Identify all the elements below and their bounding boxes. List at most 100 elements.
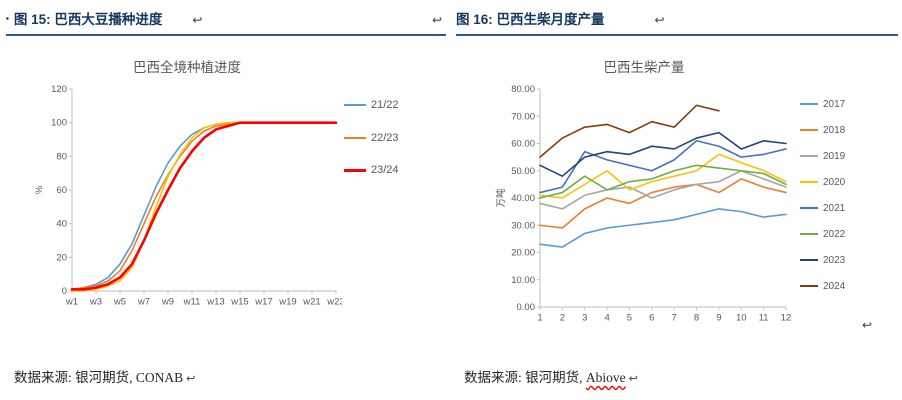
figure-15-header: ▪ 图 15: 巴西大豆播种进度 ↩ ↩ xyxy=(6,8,446,36)
x-tick-label: 3 xyxy=(582,313,587,324)
legend-item-23/24: 23/24 xyxy=(344,164,399,177)
return-mark-icon: ↩ xyxy=(654,13,665,27)
legend-line-swatch xyxy=(800,259,818,261)
legend-label: 2020 xyxy=(823,176,846,188)
y-tick-label: 20.00 xyxy=(511,248,535,259)
abiove-word: Abiove xyxy=(585,370,626,385)
y-tick-label: 30.00 xyxy=(511,220,535,231)
y-tick-label: 120 xyxy=(51,84,67,95)
x-tick-label: w21 xyxy=(302,297,320,308)
legend-label: 2018 xyxy=(823,124,846,136)
y-tick-label: 60 xyxy=(56,185,67,196)
planting-chart-box: 巴西全境种植进度 0 20 40 60 80 100 120 w1 w3 w5 w7 w9 w11 w13… xyxy=(32,56,399,321)
legend-label: 23/24 xyxy=(371,164,399,177)
return-mark-icon: ↩ xyxy=(192,13,203,27)
legend-label: 2022 xyxy=(823,228,846,240)
figure-15-panel: ▪ 图 15: 巴西大豆播种进度 ↩ ↩ 巴西全境种植进度 0 20 40 60 80 1… xyxy=(6,8,446,396)
legend-item-2017: 2017 xyxy=(800,99,845,110)
series-line-21/22 xyxy=(71,121,337,291)
x-tick-label: w7 xyxy=(137,297,150,308)
series-line-2023 xyxy=(539,131,787,177)
x-tick-label: w15 xyxy=(230,297,248,308)
y-tick-label: 50.00 xyxy=(511,166,535,177)
legend-label: 2024 xyxy=(823,280,846,292)
x-tick-label: w9 xyxy=(161,297,174,308)
legend-line-swatch xyxy=(344,104,366,107)
y-tick-label: 80 xyxy=(56,151,67,162)
legend-line-swatch xyxy=(800,233,818,235)
bullet-square-icon: ▪ xyxy=(6,13,9,23)
y-tick-label: 10.00 xyxy=(511,275,535,286)
y-tick-label: 40.00 xyxy=(511,193,535,204)
series-line-unlabeled xyxy=(71,121,337,292)
series-line-2021 xyxy=(539,139,787,194)
y-tick-label: 20 xyxy=(56,252,67,263)
return-mark-icon: ↩ xyxy=(431,13,442,27)
x-tick-label: w13 xyxy=(206,297,224,308)
legend-label: 22/23 xyxy=(371,131,399,144)
x-tick-label: w19 xyxy=(278,297,296,308)
data-source-right: 数据来源: 银河期货, Abiove ↩ xyxy=(464,366,638,386)
data-source-left: 数据来源: 银河期货, CONAB ↩ xyxy=(14,366,195,386)
return-mark-icon: ↩ xyxy=(186,373,196,385)
planting-chart-title: 巴西全境种植进度 xyxy=(133,60,241,75)
x-tick-label: 2 xyxy=(560,313,565,324)
series-line-2019 xyxy=(539,169,787,210)
biodiesel-chart-legend: 2017 2018 2019 2020 2021 2022 2023 2024 xyxy=(800,81,845,299)
x-tick-label: 1 xyxy=(537,313,542,324)
planting-progress-chart: 0 20 40 60 80 100 120 w1 w3 w5 w7 w9 w11 w13 w15 w17 w19… xyxy=(34,84,342,308)
x-tick-label: w5 xyxy=(113,297,126,308)
x-tick-label: 4 xyxy=(604,313,609,324)
return-mark-icon: ↩ xyxy=(628,373,638,385)
x-tick-label: w3 xyxy=(89,297,102,308)
legend-line-swatch xyxy=(800,285,818,287)
x-tick-label: w23 xyxy=(326,297,342,308)
y-axis-title: % xyxy=(34,185,45,194)
x-tick-label: w17 xyxy=(254,297,272,308)
legend-label: 2017 xyxy=(823,98,846,110)
biodiesel-chart-box: 巴西生柴产量 0.00 10.00 20.00 30.00 40.00 50.00 60.0… xyxy=(494,56,845,333)
y-tick-label: 60.00 xyxy=(511,139,535,150)
y-tick-label: 100 xyxy=(51,118,67,129)
y-tick-label: 80.00 xyxy=(511,84,535,95)
return-mark-icon: ↩ xyxy=(862,318,873,332)
series-line-2017 xyxy=(539,208,787,248)
legend-item-22/23: 22/23 xyxy=(344,132,399,145)
y-tick-label: 70.00 xyxy=(511,111,535,122)
legend-item-2022: 2022 xyxy=(800,229,845,240)
x-tick-label: 9 xyxy=(716,313,721,324)
series-line-23/24 xyxy=(70,121,338,291)
legend-item-2024: 2024 xyxy=(800,281,845,292)
series-line-2018 xyxy=(539,178,787,229)
biodiesel-production-chart: 0.00 10.00 20.00 30.00 40.00 50.00 60.00 70.00 8… xyxy=(495,84,792,324)
legend-line-swatch xyxy=(800,103,818,105)
biodiesel-chart-title: 巴西生柴产量 xyxy=(603,60,685,75)
x-tick-label: 5 xyxy=(627,313,632,324)
legend-item-2020: 2020 xyxy=(800,177,845,188)
legend-label: 21/22 xyxy=(371,99,399,111)
series-line-22/23 xyxy=(71,121,337,291)
y-axis-title: 万吨 xyxy=(495,188,507,208)
x-tick-label: 8 xyxy=(694,313,699,324)
source-text: 数据来源: 银河期货, xyxy=(464,370,586,385)
y-tick-label: 0 xyxy=(62,286,67,297)
legend-line-swatch xyxy=(344,169,366,173)
figure-16-panel: 图 16: 巴西生柴月度产量 ↩ 巴西生柴产量 0.00 10.00 20.00 30… xyxy=(456,8,898,396)
x-tick-label: 11 xyxy=(759,313,769,324)
legend-label: 2021 xyxy=(823,202,846,214)
x-tick-label: 12 xyxy=(781,313,792,324)
x-tick-label: w11 xyxy=(183,297,201,308)
planting-chart-legend: 21/22 22/23 23/24 xyxy=(344,81,399,187)
legend-line-swatch xyxy=(800,181,818,183)
legend-line-swatch xyxy=(800,207,818,209)
x-tick-label: 10 xyxy=(736,313,747,324)
figure-15-title: 图 15: 巴西大豆播种进度 xyxy=(13,12,163,27)
legend-item-21/22: 21/22 xyxy=(344,99,399,112)
figure-16-title: 图 16: 巴西生柴月度产量 xyxy=(456,12,605,27)
legend-label: 2019 xyxy=(823,150,846,162)
legend-label: 2023 xyxy=(823,254,846,266)
source-text: 数据来源: 银河期货, CONAB xyxy=(14,370,184,385)
legend-item-2023: 2023 xyxy=(800,255,845,266)
series-line-2020 xyxy=(539,153,787,199)
